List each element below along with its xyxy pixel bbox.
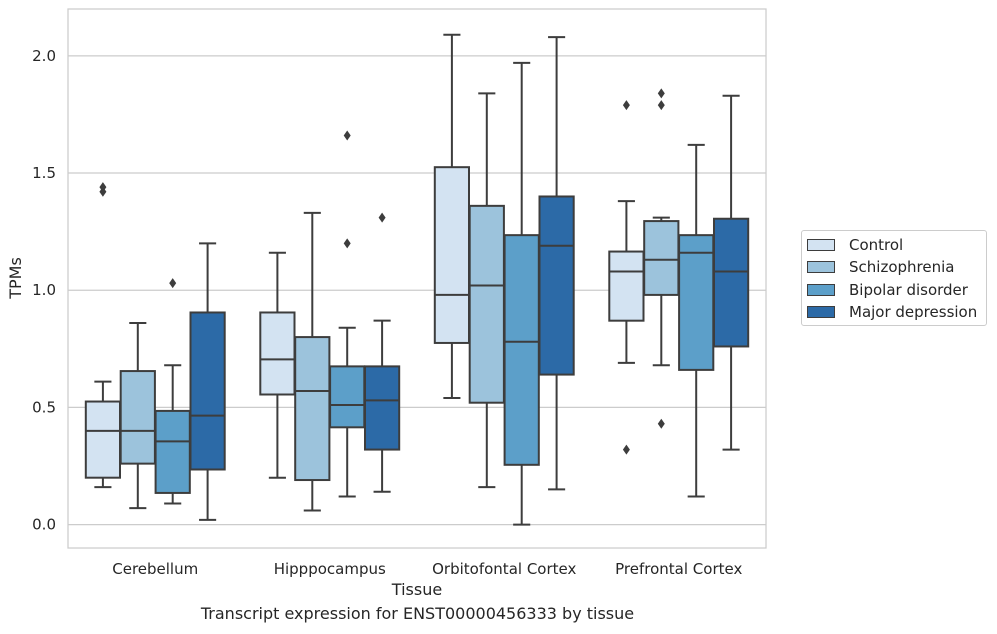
outlier-point bbox=[169, 278, 177, 289]
outlier-point bbox=[378, 212, 386, 223]
x-tick-label: Prefrontal Cortex bbox=[615, 560, 742, 578]
box-2-0 bbox=[433, 33, 471, 400]
legend-swatch-schizophrenia bbox=[807, 261, 835, 273]
box-body bbox=[608, 250, 645, 322]
legend-item-bipolar-disorder: Bipolar disorder bbox=[807, 279, 968, 301]
box-2-3 bbox=[538, 36, 575, 491]
box-body bbox=[712, 217, 750, 348]
box-body bbox=[538, 195, 575, 376]
y-tick-label: 0.0 bbox=[32, 516, 56, 534]
box-body bbox=[259, 311, 296, 396]
box-body bbox=[119, 370, 156, 465]
box-0-0 bbox=[84, 182, 122, 489]
box-body bbox=[363, 365, 401, 451]
legend-item-schizophrenia: Schizophrenia bbox=[807, 256, 954, 278]
outlier-point bbox=[622, 100, 630, 111]
legend-item-control: Control bbox=[807, 234, 903, 256]
legend-swatch-bipolar-disorder bbox=[807, 284, 835, 296]
y-tick-label: 1.5 bbox=[32, 164, 56, 182]
x-tick-label: Orbitofontal Cortex bbox=[432, 560, 576, 578]
plot-frame bbox=[67, 8, 767, 549]
legend: Control Schizophrenia Bipolar disorder M… bbox=[801, 230, 987, 326]
box-2-2 bbox=[503, 61, 540, 526]
grid-lines bbox=[68, 55, 766, 526]
y-tick-label: 0.5 bbox=[32, 398, 56, 416]
outlier-point bbox=[343, 130, 351, 141]
box-0-1 bbox=[119, 322, 156, 510]
outlier-point bbox=[99, 182, 107, 193]
box-1-0 bbox=[259, 251, 296, 479]
box-2-1 bbox=[468, 92, 505, 489]
box-0-3 bbox=[189, 242, 226, 521]
x-tick-labels: Cerebellum Hipppocampus Orbitofontal Corte… bbox=[112, 560, 742, 578]
legend-swatch-control bbox=[807, 239, 835, 251]
box-body bbox=[503, 234, 540, 466]
x-tick-label: Hipppocampus bbox=[274, 560, 386, 578]
box-3-0 bbox=[608, 100, 645, 455]
legend-swatch-major-depression bbox=[807, 306, 835, 318]
box-body bbox=[678, 234, 715, 371]
x-tick-label: Cerebellum bbox=[112, 560, 198, 578]
outlier-point bbox=[657, 88, 665, 99]
outlier-point bbox=[622, 444, 630, 455]
box-body bbox=[329, 365, 366, 429]
box-0-2 bbox=[154, 278, 191, 505]
chart-caption: Transcript expression for ENST0000045633… bbox=[200, 604, 635, 623]
legend-label-schizophrenia: Schizophrenia bbox=[849, 258, 955, 276]
box-3-2 bbox=[678, 143, 715, 498]
y-tick-label: 1.0 bbox=[32, 281, 56, 299]
box-body bbox=[294, 336, 331, 482]
box-3-3 bbox=[712, 94, 750, 451]
y-axis-title: TPMs bbox=[6, 257, 25, 300]
x-axis-title: Tissue bbox=[391, 580, 442, 599]
y-tick-labels: 0.0 0.5 1.0 1.5 2.0 bbox=[32, 47, 56, 534]
legend-item-major-depression: Major depression bbox=[807, 301, 977, 323]
outlier-point bbox=[343, 238, 351, 249]
box-body bbox=[643, 220, 680, 296]
box-plots bbox=[84, 33, 750, 526]
box-body bbox=[433, 166, 471, 344]
legend-label-major-depression: Major depression bbox=[849, 303, 978, 321]
box-3-1 bbox=[643, 88, 680, 429]
legend-label-control: Control bbox=[849, 236, 904, 254]
box-body bbox=[189, 311, 226, 471]
box-body bbox=[84, 400, 122, 479]
box-body bbox=[468, 204, 505, 404]
y-tick-label: 2.0 bbox=[32, 47, 56, 65]
outlier-point bbox=[657, 418, 665, 429]
box-body bbox=[154, 409, 191, 494]
box-1-2 bbox=[329, 130, 366, 498]
outlier-point bbox=[657, 100, 665, 111]
legend-label-bipolar-disorder: Bipolar disorder bbox=[849, 281, 968, 299]
box-1-1 bbox=[294, 211, 331, 512]
box-1-3 bbox=[363, 212, 401, 493]
